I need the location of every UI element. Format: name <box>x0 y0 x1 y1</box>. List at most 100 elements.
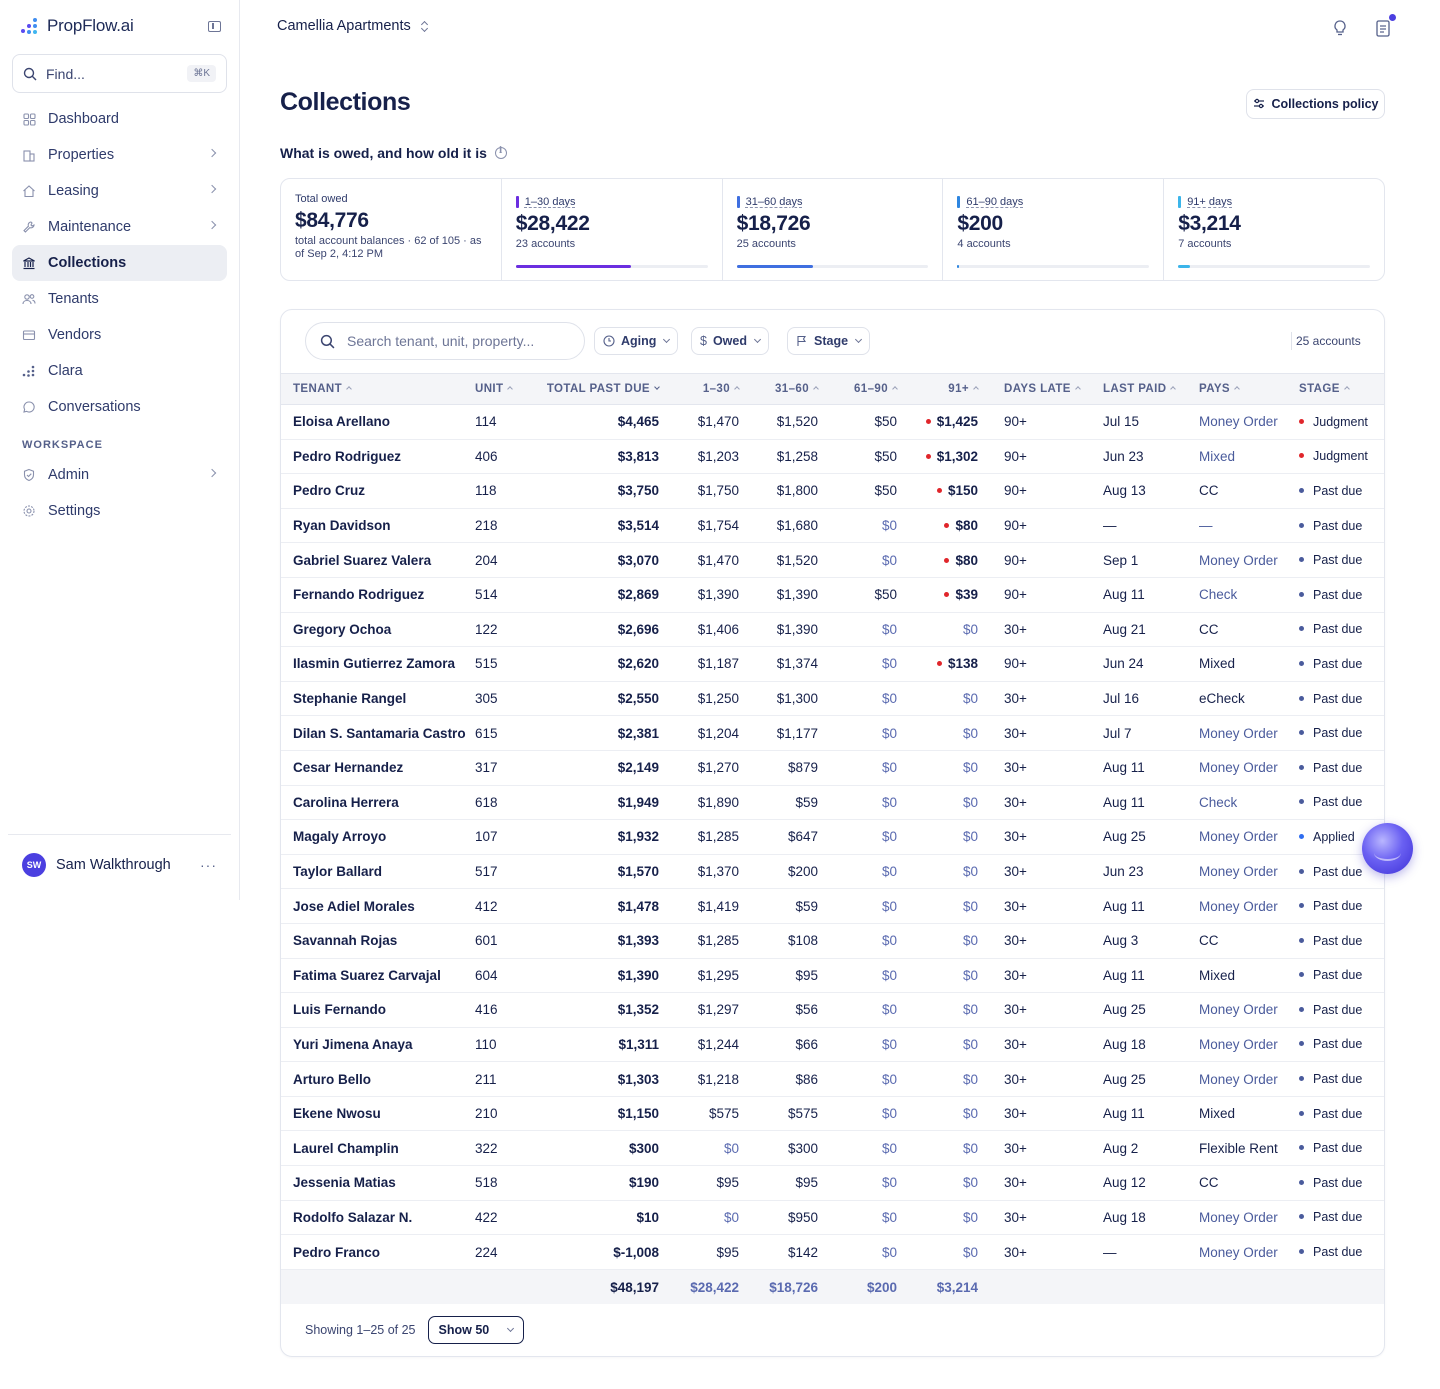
more-icon[interactable]: ··· <box>200 856 217 873</box>
table-search[interactable] <box>305 322 585 360</box>
col-1-30[interactable]: 1–30 <box>665 374 745 405</box>
nav-item-dashboard[interactable]: Dashboard <box>12 101 227 137</box>
nav-item-collections[interactable]: Collections <box>12 245 227 281</box>
table-search-input[interactable] <box>347 333 567 349</box>
grid-icon <box>22 112 36 126</box>
bucket-31-60-value: $200 <box>787 864 818 880</box>
bucket-label[interactable]: 91+ days <box>1178 196 1232 208</box>
table-row[interactable]: Pedro Cruz 118 $3,750 $1,750 $1,800 $50 $150 90… <box>281 474 1384 509</box>
table-row[interactable]: Ekene Nwosu 210 $1,150 $575 $575 $0 $0 30+ Aug 1… <box>281 1096 1384 1131</box>
col-total[interactable]: TOTAL PAST DUE <box>533 374 665 405</box>
table-row[interactable]: Fatima Suarez Carvajal 604 $1,390 $1,295 $95… <box>281 958 1384 993</box>
table-row[interactable]: Arturo Bello 211 $1,303 $1,218 $86 $0 $0 30+ Aug… <box>281 1062 1384 1097</box>
bucket-label[interactable]: 61–90 days <box>957 196 1023 208</box>
bucket-61-90: $0 <box>824 647 903 682</box>
table-row[interactable]: Laurel Champlin 322 $300 $0 $300 $0 $0 30+ Aug 2… <box>281 1131 1384 1166</box>
tenant-name-value: Jessenia Matias <box>293 1175 396 1191</box>
page-size-select[interactable]: Show 50 <box>427 1316 524 1344</box>
stage-badge: Judgment <box>1299 405 1384 440</box>
last-paid: Aug 21 <box>1103 612 1199 647</box>
table-row[interactable]: Jose Adiel Morales 412 $1,478 $1,419 $59 $0 $0… <box>281 889 1384 924</box>
bucket-label[interactable]: 31–60 days <box>736 196 802 208</box>
aging-bucket-card[interactable]: 91+ days $3,214 7 accounts <box>1163 179 1384 280</box>
collections-policy-button[interactable]: Collections policy <box>1246 89 1385 119</box>
col-91[interactable]: 91+ <box>903 374 984 405</box>
bucket-label-text: 91+ days <box>1187 196 1233 208</box>
table-row[interactable]: Pedro Rodriguez 406 $3,813 $1,203 $1,258 $50 $… <box>281 439 1384 474</box>
clara-assistant-icon[interactable] <box>1362 823 1413 874</box>
aging-filter[interactable]: Aging <box>594 327 679 355</box>
table-row[interactable]: Stephanie Rangel 305 $2,550 $1,250 $1,300 $0 $… <box>281 681 1384 716</box>
table-row[interactable]: Yuri Jimena Anaya 110 $1,311 $1,244 $66 $0 $0 3… <box>281 1027 1384 1062</box>
nav-item-maintenance[interactable]: Maintenance <box>12 209 227 245</box>
table-row[interactable]: Jessenia Matias 518 $190 $95 $95 $0 $0 30+ Aug 1… <box>281 1166 1384 1201</box>
document-icon[interactable] <box>1373 18 1393 38</box>
nav-item-admin[interactable]: Admin <box>12 457 227 493</box>
days-late: 90+ <box>984 543 1103 578</box>
days-late: 30+ <box>984 716 1103 751</box>
info-icon[interactable] <box>494 146 507 159</box>
table-row[interactable]: Ryan Davidson 218 $3,514 $1,754 $1,680 $0 $80 9… <box>281 508 1384 543</box>
aging-bucket-card[interactable]: 61–90 days $200 4 accounts <box>942 179 1163 280</box>
col-tenant[interactable]: TENANT <box>281 374 475 405</box>
stage-badge-value: Past due <box>1313 795 1363 810</box>
table-row[interactable]: Gregory Ochoa 122 $2,696 $1,406 $1,390 $0 $0 30… <box>281 612 1384 647</box>
nav-item-settings[interactable]: Settings <box>12 493 227 529</box>
last-paid-value: Aug 12 <box>1103 1175 1146 1191</box>
col-stage[interactable]: STAGE <box>1299 374 1384 405</box>
table-row[interactable]: Cesar Hernandez 317 $2,149 $1,270 $879 $0 $0 30… <box>281 750 1384 786</box>
days-late-value: 30+ <box>1004 1209 1027 1225</box>
table-row[interactable]: Taylor Ballard 517 $1,570 $1,370 $200 $0 $0 30+… <box>281 854 1384 889</box>
bucket-progress-fill <box>1178 265 1190 268</box>
table-row[interactable]: Eloisa Arellano 114 $4,465 $1,470 $1,520 $50 $… <box>281 405 1384 440</box>
table-row[interactable]: Magaly Arroyo 107 $1,932 $1,285 $647 $0 $0 30+ A… <box>281 820 1384 855</box>
last-paid-value: Aug 18 <box>1103 1209 1146 1225</box>
bucket-1-30-value: $1,470 <box>697 414 739 430</box>
col-31-60[interactable]: 31–60 <box>745 374 824 405</box>
bucket-61-90-value: $50 <box>874 587 897 603</box>
stage-filter[interactable]: Stage <box>787 327 871 355</box>
total-past-due-sum: $48,197 <box>610 1279 659 1295</box>
nav-item-vendors[interactable]: Vendors <box>12 317 227 353</box>
table-row[interactable]: Savannah Rojas 601 $1,393 $1,285 $108 $0 $0 30+… <box>281 923 1384 958</box>
table-row[interactable]: Dilan S. Santamaria Castro 615 $2,381 $1,20… <box>281 716 1384 751</box>
bucket-1-30-value: $1,890 <box>697 794 739 810</box>
table-row[interactable]: Pedro Franco 224 $-1,008 $95 $142 $0 $0 30+ — Mon… <box>281 1235 1384 1270</box>
days-late: 30+ <box>984 993 1103 1028</box>
table-row[interactable]: Rodolfo Salazar N. 422 $10 $0 $950 $0 $0 30+ Aug… <box>281 1200 1384 1235</box>
tenant-name-value: Arturo Bello <box>293 1071 372 1087</box>
table-row[interactable]: Carolina Herrera 618 $1,949 $1,890 $59 $0 $0 30… <box>281 785 1384 820</box>
table-row[interactable]: Luis Fernando 416 $1,352 $1,297 $56 $0 $0 30+ Au… <box>281 993 1384 1028</box>
find-input[interactable]: Find... ⌘K <box>12 54 227 93</box>
col-61-90[interactable]: 61–90 <box>824 374 903 405</box>
user-menu[interactable]: SW Sam Walkthrough ··· <box>8 834 231 894</box>
nav-item-leasing[interactable]: Leasing <box>12 173 227 209</box>
dollar-icon: $ <box>700 334 707 348</box>
tenant-name-value: Jose Adiel Morales <box>293 898 415 914</box>
pays-method: CC <box>1199 1166 1299 1201</box>
nav-item-tenants[interactable]: Tenants <box>12 281 227 317</box>
col-last-paid[interactable]: LAST PAID <box>1103 374 1199 405</box>
col-pays[interactable]: PAYS <box>1199 374 1299 405</box>
sidebar-collapse-icon[interactable] <box>208 21 221 32</box>
nav-item-properties[interactable]: Properties <box>12 137 227 173</box>
table-row[interactable]: Gabriel Suarez Valera 204 $3,070 $1,470 $1,5… <box>281 543 1384 578</box>
tenant-name-value: Ilasmin Gutierrez Zamora <box>293 656 456 672</box>
unit: 224 <box>475 1235 533 1270</box>
aging-bucket-card[interactable]: 1–30 days $28,422 23 accounts <box>500 179 722 280</box>
table-row[interactable]: Fernando Rodriguez 514 $2,869 $1,390 $1,390 $… <box>281 577 1384 613</box>
table-row[interactable]: Ilasmin Gutierrez Zamora 515 $2,620 $1,187 $… <box>281 647 1384 682</box>
owed-filter[interactable]: $ Owed <box>691 327 769 355</box>
lightbulb-icon[interactable] <box>1330 18 1350 38</box>
aging-bucket-card[interactable]: 31–60 days $18,726 25 accounts <box>721 179 943 280</box>
nav-item-clara[interactable]: Clara <box>12 353 227 389</box>
col-unit[interactable]: UNIT <box>475 374 533 405</box>
bucket-label[interactable]: 1–30 days <box>515 196 576 208</box>
building-icon <box>22 148 36 162</box>
nav-item-conversations[interactable]: Conversations <box>12 389 227 425</box>
property-switcher[interactable]: Camellia Apartments <box>277 18 429 34</box>
logo[interactable]: PropFlow.ai <box>21 16 134 36</box>
bucket-91-plus: $0 <box>903 612 984 647</box>
bucket-31-60: $1,390 <box>745 577 824 612</box>
col-days-late[interactable]: DAYS LATE <box>984 374 1103 405</box>
